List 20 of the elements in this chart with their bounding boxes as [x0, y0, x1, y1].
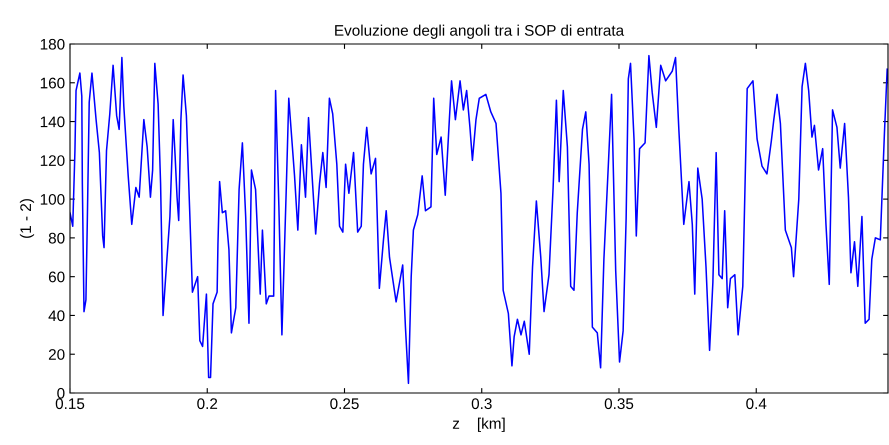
- y-tick-label: 0: [57, 388, 65, 399]
- y-tick-label: 180: [40, 38, 65, 50]
- y-tick-label: 100: [40, 194, 65, 205]
- x-tick-label: 0.4: [746, 398, 766, 410]
- y-tick-label: 140: [40, 116, 65, 128]
- y-tick-label: 120: [40, 155, 65, 166]
- x-tick-label: 0.35: [604, 398, 634, 410]
- x-tick-label: 0.3: [472, 398, 492, 410]
- y-tick-label: 20: [48, 349, 65, 360]
- x-tick-label: 0.25: [330, 398, 359, 410]
- y-tick-label: 160: [40, 78, 65, 88]
- x-axis-title: z [km]: [452, 418, 505, 432]
- line-series: [70, 54, 888, 384]
- y-tick-label: 60: [48, 272, 65, 282]
- x-tick-label: 0.2: [197, 398, 218, 410]
- chart-title: Evoluzione degli angoli tra i SOP di entrata: [335, 24, 624, 39]
- y-tick-label: 80: [48, 232, 65, 244]
- y-axis-title: (1 - 2): [20, 199, 34, 238]
- y-tick-label: 40: [48, 310, 65, 322]
- x-tick-label: 0.15: [56, 398, 84, 410]
